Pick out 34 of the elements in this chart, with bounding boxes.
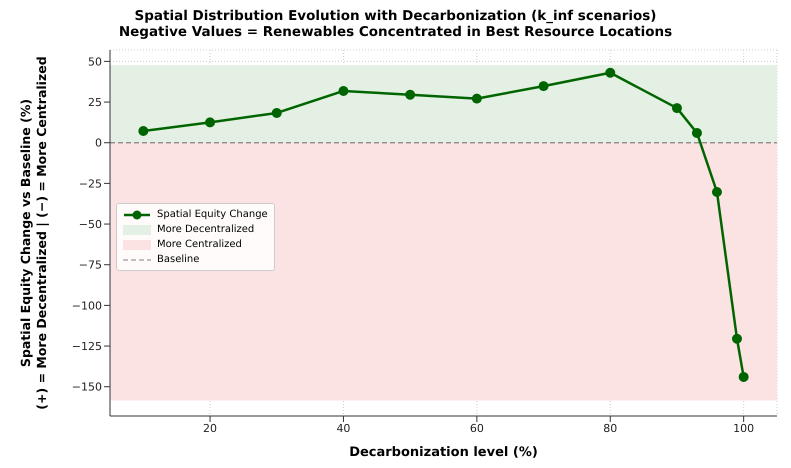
point: [138, 126, 148, 136]
y-axis-title: Spatial Equity Change vs Baseline (%) (+) = More Decentralized | (−) = More Centralized: [18, 55, 50, 412]
y-tick-label: −100: [72, 299, 102, 312]
legend-label: Baseline: [156, 253, 200, 267]
y-tick-label: −150: [72, 380, 102, 394]
y-tick-label: 25: [88, 96, 102, 109]
y-tick-label: 0: [95, 136, 102, 150]
x-tick-label: 60: [470, 422, 484, 435]
y-tick-label: 50: [88, 55, 102, 68]
x-tick-label: 100: [733, 422, 754, 435]
y-tick-label: −75: [78, 258, 102, 272]
x-axis-title: Decarbonization level (%): [349, 445, 538, 460]
x-tick-label: 80: [603, 422, 618, 435]
point: [338, 86, 348, 96]
point: [472, 94, 482, 104]
point: [738, 372, 749, 382]
point: [605, 68, 616, 78]
x-tick-label: 20: [203, 422, 218, 435]
point: [672, 103, 682, 114]
point: [538, 81, 549, 92]
y-tick-label: −125: [72, 340, 102, 353]
point: [732, 334, 742, 344]
x-tick-label: 40: [336, 422, 350, 435]
legend-label: More Decentralized: [156, 223, 256, 237]
point: [712, 187, 722, 198]
point: [272, 108, 282, 118]
band-label: More Centralized: [156, 238, 243, 252]
point: [692, 128, 702, 138]
y-tick-label: −50: [78, 218, 102, 231]
point: [205, 117, 216, 128]
chart-title: Spatial Distribution Evolution with Decarbonization (k_inf scenarios) Negative Values = Renewables Concentrated in Best Resource Locations: [118, 8, 674, 42]
legend-label: Spatial Equity Change: [156, 208, 268, 222]
y-tick-label: −25: [78, 177, 102, 190]
point: [405, 90, 416, 100]
